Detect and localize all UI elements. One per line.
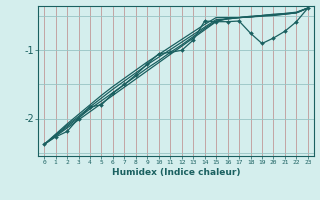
X-axis label: Humidex (Indice chaleur): Humidex (Indice chaleur)	[112, 168, 240, 177]
